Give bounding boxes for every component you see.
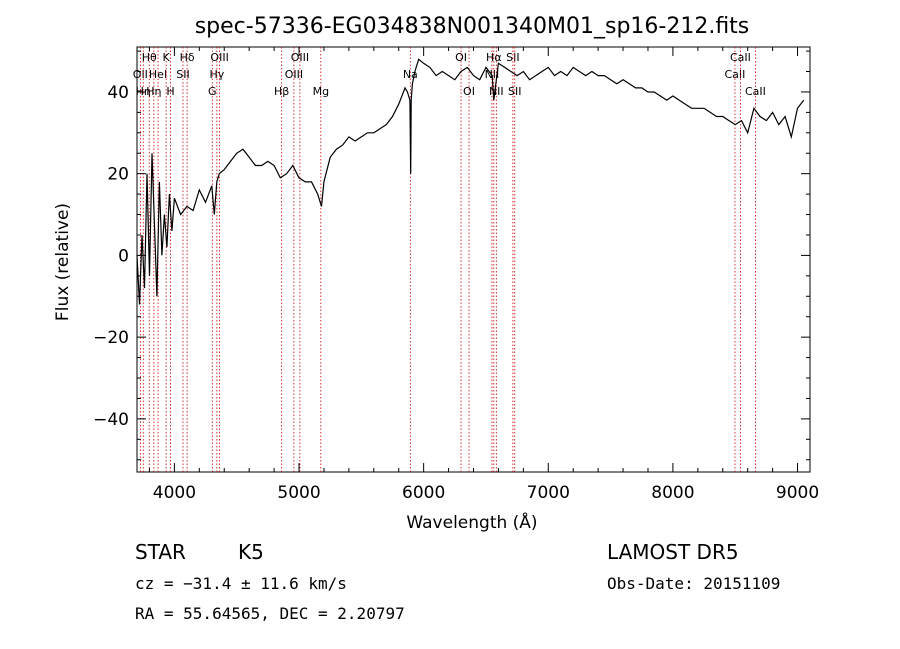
line-marker-label-26: CaII — [745, 85, 766, 98]
spectrum-line — [136, 58, 805, 305]
x-tick-label-4: 8000 — [651, 483, 694, 503]
y-axis-label: Flux (relative) — [53, 203, 73, 321]
y-tick-label-2: 0 — [118, 246, 129, 266]
line-marker-label-5: K — [163, 51, 171, 64]
line-marker-label-12: Hβ — [274, 85, 289, 98]
line-marker-label-17: OI — [455, 51, 467, 64]
line-marker-label-7: SII — [176, 68, 189, 81]
ra-dec: RA = 55.64565, DEC = 2.20797 — [135, 604, 405, 623]
line-marker-label-4: HeI — [149, 68, 167, 81]
line-marker-label-23: SII — [508, 85, 521, 98]
line-marker-label-8: Hδ — [180, 51, 195, 64]
object-subclass: K5 — [238, 540, 264, 564]
chart-title: spec-57336-EG034838N001340M01_sp16-212.f… — [195, 14, 750, 39]
y-tick-label-3: 20 — [107, 165, 129, 185]
x-axis: 4000 5000 6000 7000 8000 9000 — [148, 47, 819, 503]
line-marker-label-24: CaII — [725, 68, 746, 81]
plot-frame — [136, 46, 811, 473]
y-tick-label-4: 40 — [107, 83, 129, 103]
obs-date: Obs-Date: 20151109 — [607, 574, 780, 593]
line-marker-label-11: OIII — [210, 51, 228, 64]
line-marker-label-25: CaII — [730, 51, 751, 64]
y-axis: −40 −20 0 20 40 — [93, 50, 810, 461]
line-marker-label-22: SII — [506, 51, 519, 64]
line-marker-label-18: OI — [463, 85, 475, 98]
line-marker-label-21: NII — [489, 85, 504, 98]
line-marker-label-15: Mg — [313, 85, 329, 98]
line-marker-label-0: OII — [133, 68, 148, 81]
line-marker-label-10: Hγ — [209, 68, 224, 81]
line-marker-label-20: Hα — [486, 51, 502, 64]
x-tick-label-3: 7000 — [527, 483, 570, 503]
cz-value: cz = −31.4 ± 11.6 km/s — [135, 574, 347, 593]
line-marker-label-2: Hθ — [142, 51, 157, 64]
survey-label: LAMOST DR5 — [607, 540, 739, 564]
x-tick-label-2: 6000 — [402, 483, 445, 503]
x-tick-label-0: 4000 — [153, 483, 196, 503]
line-marker-label-13: OIII — [285, 68, 303, 81]
line-marker-label-9: G — [208, 85, 217, 98]
object-class: STAR — [135, 540, 186, 564]
line-marker-label-6: H — [166, 85, 174, 98]
y-tick-label-0: −40 — [93, 410, 129, 430]
x-tick-label-1: 5000 — [277, 483, 320, 503]
x-tick-label-5: 9000 — [776, 483, 819, 503]
y-tick-label-1: −20 — [93, 328, 129, 348]
x-axis-label: Wavelength (Å) — [406, 511, 537, 533]
line-marker-label-14: OIII — [291, 51, 309, 64]
line-markers: OIIHηHθHηHeIKHSIIHδGHγOIIIHβOIIIOIIIMgNa… — [133, 47, 766, 472]
line-marker-label-3: Hη — [146, 85, 161, 98]
